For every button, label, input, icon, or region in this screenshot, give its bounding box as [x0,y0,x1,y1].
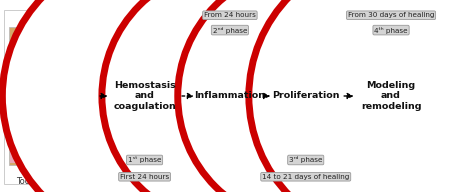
Ellipse shape [249,0,474,192]
Ellipse shape [2,0,287,192]
Ellipse shape [178,0,434,192]
Text: First 24 hours: First 24 hours [120,174,169,180]
Text: Proliferation: Proliferation [272,92,339,100]
Text: From 30 days of healing: From 30 days of healing [348,12,434,18]
FancyBboxPatch shape [9,27,90,165]
Text: Modeling
and
remodeling: Modeling and remodeling [361,81,421,111]
Ellipse shape [102,0,358,192]
Text: Inflammation: Inflammation [194,92,265,100]
Text: 14 to 21 days of healing: 14 to 21 days of healing [262,174,349,180]
FancyBboxPatch shape [41,93,62,152]
Text: 2ⁿᵈ phase: 2ⁿᵈ phase [213,27,247,34]
FancyBboxPatch shape [10,91,89,163]
Text: From 24 hours: From 24 hours [204,12,256,18]
Text: 3ʳᵈ phase: 3ʳᵈ phase [289,156,322,163]
Text: 4ᵗʰ phase: 4ᵗʰ phase [374,27,408,34]
FancyBboxPatch shape [34,40,69,97]
Text: Hemostasis
and
coagulation: Hemostasis and coagulation [113,81,176,111]
Text: 1ˢᵗ phase: 1ˢᵗ phase [128,156,161,163]
Text: Tooth extraction: Tooth extraction [16,177,84,186]
